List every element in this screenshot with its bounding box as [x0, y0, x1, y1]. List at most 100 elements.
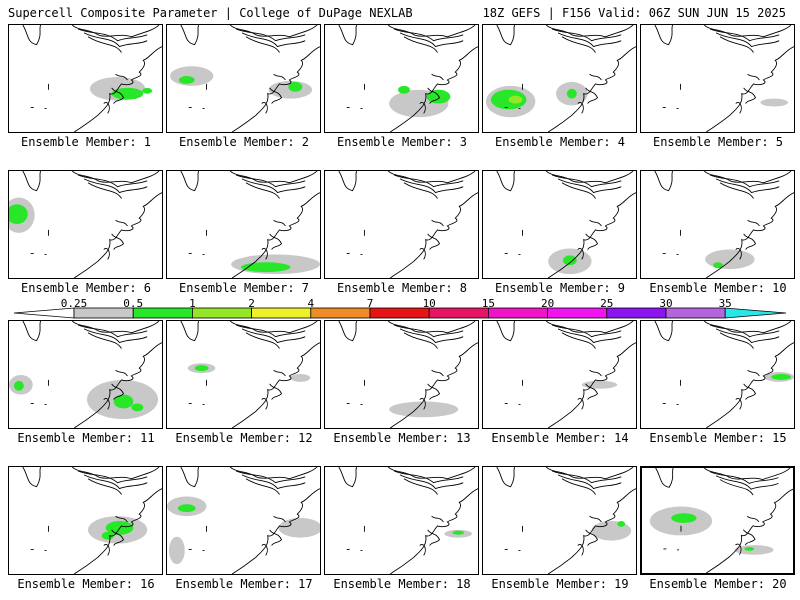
- coastline: [245, 478, 280, 495]
- coastline: [22, 467, 42, 488]
- coastline: [73, 192, 162, 278]
- coastline: [551, 174, 622, 188]
- ensemble-panel-17[interactable]: [166, 466, 321, 575]
- ensemble-panel-9[interactable]: [482, 170, 637, 279]
- coastline: [22, 321, 42, 342]
- coastline: [235, 324, 306, 338]
- colorbar-tick-label: 25: [600, 297, 614, 310]
- ensemble-panel-13[interactable]: [324, 320, 479, 429]
- scp-contour-17-3: [278, 518, 320, 538]
- ensemble-panel-2[interactable]: [166, 24, 321, 133]
- coastline: [71, 321, 160, 334]
- map-7: [180, 171, 320, 278]
- coastline: [427, 383, 441, 400]
- coastline: [87, 182, 122, 199]
- map-5: [654, 25, 794, 132]
- scp-contour-16-3: [101, 531, 114, 540]
- ensemble-panel-19[interactable]: [482, 466, 637, 575]
- coastline: [273, 515, 286, 523]
- ensemble-member-label: Ensemble Member: 10: [649, 281, 787, 295]
- coastline: [654, 171, 674, 192]
- scp-contour-18-2: [452, 530, 465, 535]
- coastline: [83, 32, 148, 48]
- ensemble-panel-18[interactable]: [324, 466, 479, 575]
- coastline: [654, 25, 674, 46]
- coastline: [71, 25, 160, 38]
- ensemble-panel-7[interactable]: [166, 170, 321, 279]
- scp-contour-12-3: [290, 374, 311, 382]
- colorbar-segment-7: [369, 307, 430, 319]
- ensemble-panel-20[interactable]: [640, 466, 795, 575]
- coastline: [387, 321, 476, 334]
- coastline: [338, 25, 358, 46]
- coastline: [180, 321, 200, 342]
- ensemble-panel-1[interactable]: [8, 24, 163, 133]
- ensemble-panel-16[interactable]: [8, 466, 163, 575]
- scp-contour-17-4: [168, 536, 185, 565]
- colorbar-tick-label: 20: [540, 297, 555, 310]
- coastline: [705, 342, 794, 428]
- ensemble-panel-8[interactable]: [324, 170, 479, 279]
- coastline: [73, 488, 162, 574]
- scp-contour-11-5: [131, 403, 144, 412]
- ensemble-panel-14[interactable]: [482, 320, 637, 429]
- ensemble-member-label: Ensemble Member: 16: [17, 577, 155, 591]
- ensemble-panel-6[interactable]: [8, 170, 163, 279]
- coastline: [735, 398, 742, 410]
- colorbar-segment-25: [606, 307, 667, 319]
- scp-contour-4-3: [508, 95, 523, 104]
- map-12: [180, 321, 320, 428]
- coastline: [71, 171, 160, 184]
- coastline: [496, 321, 516, 342]
- colorbar-tick-label: 30: [659, 297, 673, 310]
- coastline: [719, 36, 754, 53]
- coastline: [115, 73, 128, 81]
- coastline: [399, 474, 464, 490]
- coastline: [589, 73, 602, 81]
- coastline: [742, 529, 756, 546]
- colorbar-tick-label: 4: [307, 297, 315, 310]
- colorbar-segment-10: [428, 307, 489, 319]
- coastline: [269, 529, 283, 546]
- scp-contour-17-2: [177, 504, 196, 513]
- coastline: [338, 467, 358, 488]
- coastline: [338, 171, 358, 192]
- coastline: [431, 369, 444, 377]
- ensemble-panel-3[interactable]: [324, 24, 479, 133]
- coastline: [585, 233, 599, 250]
- coastline: [273, 219, 286, 227]
- ensemble-panel-5[interactable]: [640, 24, 795, 133]
- coastline: [403, 182, 438, 199]
- coastline: [103, 102, 110, 114]
- coastline: [103, 248, 110, 260]
- coastline: [87, 36, 122, 53]
- coastline: [399, 328, 464, 344]
- scp-contour-7-2: [241, 262, 291, 273]
- coastline: [545, 25, 634, 38]
- coastline: [419, 544, 426, 556]
- ensemble-panel-4[interactable]: [482, 24, 637, 133]
- coastline: [589, 515, 602, 523]
- coastline: [261, 544, 268, 556]
- scp-contour-5-1: [760, 98, 789, 107]
- ensemble-panel-10[interactable]: [640, 170, 795, 279]
- scp-contour-3-3: [398, 85, 410, 94]
- coastline: [589, 369, 602, 377]
- coastline: [77, 324, 148, 338]
- ensemble-panel-12[interactable]: [166, 320, 321, 429]
- coastline: [747, 219, 760, 227]
- ensemble-panel-15[interactable]: [640, 320, 795, 429]
- coastline: [387, 467, 476, 480]
- coastline: [87, 478, 122, 495]
- scp-contour-11-2: [13, 380, 24, 391]
- map-title: Supercell Composite Parameter | College …: [8, 6, 413, 20]
- ensemble-member-label: Ensemble Member: 4: [494, 135, 626, 149]
- coastline: [577, 544, 584, 556]
- coastline: [431, 73, 444, 81]
- coastline: [743, 383, 757, 400]
- coastline: [393, 174, 464, 188]
- coastline: [547, 488, 636, 574]
- ensemble-panel-11[interactable]: [8, 320, 163, 429]
- coastline: [703, 171, 792, 184]
- ensemble-member-label: Ensemble Member: 17: [175, 577, 313, 591]
